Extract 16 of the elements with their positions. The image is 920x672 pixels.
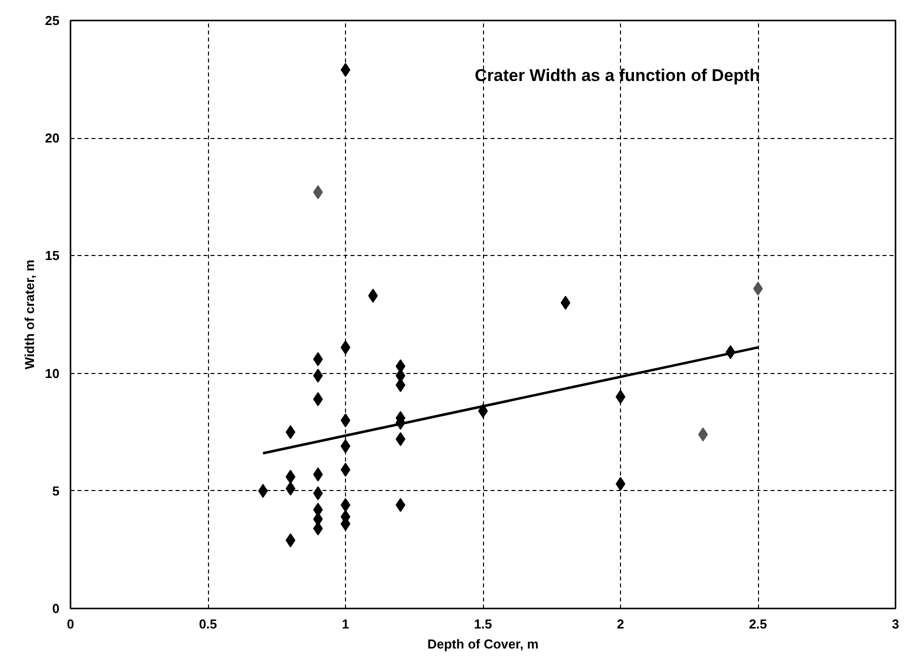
text: Crater Width as a function of Depth [474,66,760,86]
x-tick-label: 0 [66,616,74,632]
x-tick-label: 1 [342,616,350,632]
x-axis-title: Depth of Cover, m [427,636,539,652]
y-tick-label: 5 [52,483,60,498]
x-tick-label: 3 [892,616,900,632]
x-tick-label: 2 [616,616,624,632]
y-tick-label: 15 [45,248,60,264]
y-tick-label: 25 [45,13,60,28]
y-tick-label: 0 [52,601,60,616]
x-tick-label: 2.5 [748,616,768,632]
y-tick-label: 20 [45,130,60,146]
y-axis-title: Width of crater, m [22,260,38,370]
y-tick-label: 10 [45,366,60,381]
x-tick-label: 1.5 [474,616,492,632]
x-tick-label: 0.5 [198,616,218,632]
